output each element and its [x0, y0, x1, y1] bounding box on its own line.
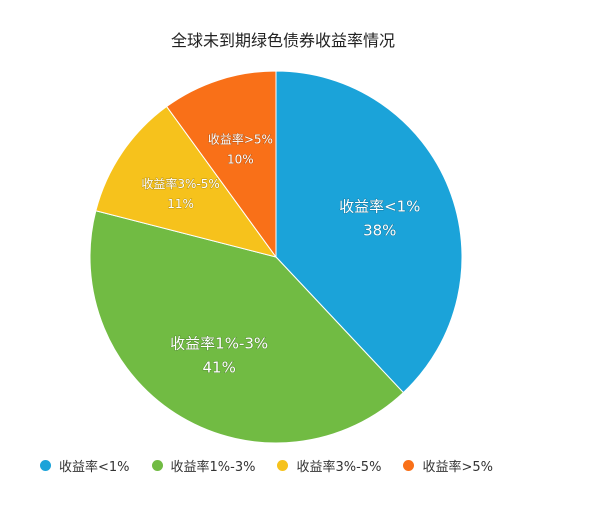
slice-category-label: 收益率3%-5%	[141, 176, 219, 191]
pie-slice-gt5[interactable]	[165, 70, 277, 259]
slice-category-label: 收益率<1%	[339, 197, 420, 215]
pie-labels: 收益率<1% 38% 收益率1%-3% 41% 收益率3%-5% 11% 收益率>5% 10%	[141, 131, 421, 377]
legend-item-1-3[interactable]: 收益率1%-3%	[151, 456, 256, 475]
pie-slice-3-5[interactable]	[95, 105, 278, 258]
slice-value-label: 10%	[227, 152, 254, 166]
legend-label: 收益率1%-3%	[170, 460, 256, 475]
legend-item-gt5[interactable]: 收益率>5%	[403, 456, 493, 475]
slice-value-label: 11%	[167, 197, 194, 211]
legend-swatch	[151, 460, 163, 471]
slice-value-label: 38%	[363, 221, 396, 239]
slice-value-label: 41%	[203, 359, 236, 377]
slice-category-label: 收益率1%-3%	[170, 335, 268, 353]
legend-swatch	[277, 460, 289, 471]
legend-label: 收益率>5%	[422, 460, 493, 475]
legend-label: 收益率<1%	[59, 460, 130, 475]
legend-label: 收益率3%-5%	[296, 460, 382, 475]
pie-slices	[89, 70, 463, 444]
chart-title: 全球未到期绿色债券收益率情况	[171, 31, 395, 50]
legend-swatch	[40, 460, 51, 471]
legend-item-lt1[interactable]: 收益率<1%	[40, 456, 130, 475]
chart-legend: 收益率<1% 收益率1%-3% 收益率3%-5% 收益率>5%	[40, 456, 493, 475]
pie-slice-1-3[interactable]	[89, 210, 405, 444]
legend-item-3-5[interactable]: 收益率3%-5%	[277, 456, 381, 475]
slice-category-label: 收益率>5%	[208, 131, 273, 146]
legend-swatch	[403, 460, 415, 471]
pie-slice-lt1[interactable]	[275, 70, 463, 394]
